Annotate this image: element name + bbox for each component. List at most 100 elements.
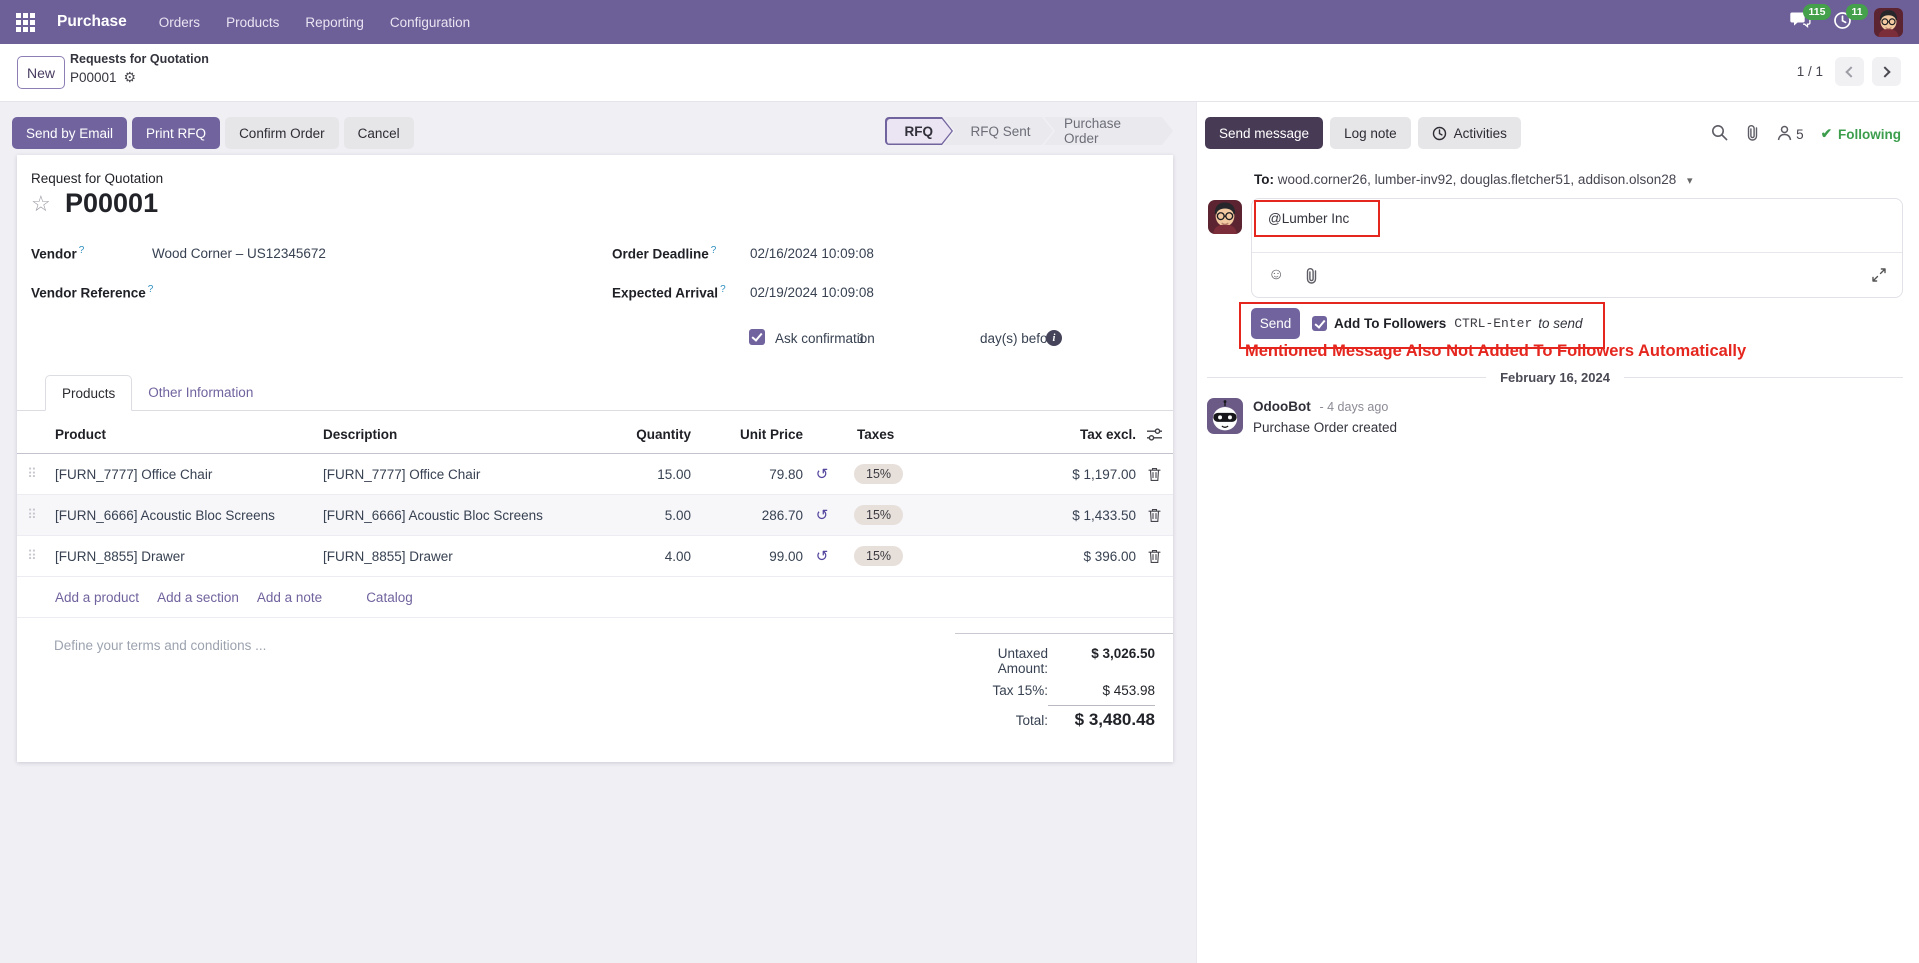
send-by-email-button[interactable]: Send by Email [12,117,128,149]
breadcrumb-parent[interactable]: Requests for Quotation [70,52,209,66]
ask-confirmation-label: Ask confirmation [775,331,875,346]
status-step-purchase-order[interactable]: Purchase Order [1044,117,1173,145]
pager-next-button[interactable] [1872,57,1901,86]
emoji-icon[interactable]: ☺ [1268,266,1285,283]
add-note-link[interactable]: Add a note [256,589,323,605]
message-author[interactable]: OdooBot [1253,399,1311,414]
order-deadline-field[interactable]: 02/16/2024 10:09:08 [750,246,874,261]
vendor-reference-field[interactable] [152,285,452,301]
log-note-button[interactable]: Log note [1330,117,1411,149]
annotation-box-send-row [1239,302,1605,349]
delete-row-icon[interactable] [1136,508,1173,523]
search-messages-button[interactable] [1711,124,1728,144]
reset-price-icon[interactable]: ↺ [815,548,829,565]
cell-product[interactable]: [FURN_8855] Drawer [55,548,185,564]
drag-handle-icon[interactable]: ⠿ [27,548,37,563]
add-to-followers-checkbox[interactable] [1312,316,1327,331]
cell-quantity[interactable]: 5.00 [664,507,691,523]
print-rfq-button[interactable]: Print RFQ [132,117,221,149]
menu-products[interactable]: Products [226,14,280,30]
tax-badge[interactable]: 15% [854,505,904,525]
untaxed-amount-value: $ 3,026.50 [1091,646,1155,661]
col-unit-price[interactable]: Unit Price [739,426,803,442]
following-label: Following [1838,126,1901,142]
menu-orders[interactable]: Orders [158,14,201,30]
cell-unit-price[interactable]: 79.80 [769,466,803,482]
confirm-order-button[interactable]: Confirm Order [225,117,339,149]
app-name[interactable]: Purchase [57,13,127,30]
table-row[interactable]: ⠿ [FURN_7777] Office Chair [FURN_7777] O… [17,454,1173,495]
cell-description[interactable]: [FURN_7777] Office Chair [323,466,481,482]
new-button[interactable]: New [17,56,65,89]
table-row[interactable]: ⠿ [FURN_8855] Drawer [FURN_8855] Drawer … [17,536,1173,577]
catalog-link[interactable]: Catalog [366,589,413,605]
terms-placeholder[interactable]: Define your terms and conditions ... [54,638,267,653]
expected-arrival-field[interactable]: 02/19/2024 10:09:08 [750,285,874,300]
col-subtotal[interactable]: Tax excl. [1079,426,1136,442]
divider [1207,377,1487,378]
cell-description[interactable]: [FURN_8855] Drawer [323,548,453,564]
recipients-list[interactable]: wood.corner26, lumber-inv92, douglas.fle… [1277,172,1677,187]
col-quantity[interactable]: Quantity [636,426,691,442]
cell-product[interactable]: [FURN_6666] Acoustic Bloc Screens [55,507,275,523]
activities-button[interactable]: 11 [1833,4,1869,33]
divider [1623,377,1904,378]
col-description[interactable]: Description [323,426,398,442]
activities-schedule-button[interactable]: Activities [1417,117,1521,149]
following-button[interactable]: ✔ Following [1821,126,1901,142]
send-message-button[interactable]: Send message [1205,117,1324,149]
delete-row-icon[interactable] [1136,549,1173,564]
send-button[interactable]: Send [1251,308,1300,339]
tax-badge[interactable]: 15% [854,464,904,484]
gear-icon[interactable]: ⚙ [123,69,137,85]
messages-button[interactable]: 115 [1790,4,1831,33]
favorite-star-icon[interactable]: ☆ [31,191,51,216]
menu-reporting[interactable]: Reporting [305,14,364,30]
doc-type-label: Request for Quotation [31,171,164,186]
activities-count-badge: 11 [1846,4,1869,20]
cell-product[interactable]: [FURN_7777] Office Chair [55,466,213,482]
chevron-down-icon[interactable]: ▾ [1687,175,1693,187]
info-icon: i [1046,330,1062,346]
status-step-rfq[interactable]: RFQ [885,117,953,145]
table-footer-links: Add a product Add a section Add a note C… [17,577,1173,618]
pager-previous-button[interactable] [1835,57,1864,86]
add-product-link[interactable]: Add a product [55,589,140,605]
menu-configuration[interactable]: Configuration [389,14,471,30]
tax-badge[interactable]: 15% [854,546,904,566]
reset-price-icon[interactable]: ↺ [815,466,829,483]
optional-columns-icon[interactable] [1136,427,1173,442]
delete-row-icon[interactable] [1136,467,1173,482]
user-avatar[interactable] [1874,7,1903,37]
date-separator-label: February 16, 2024 [1500,370,1610,385]
expand-icon[interactable] [1872,268,1886,282]
message-composer[interactable]: @Lumber Inc ☺ [1251,198,1903,298]
reset-price-icon[interactable]: ↺ [815,507,829,524]
cell-unit-price[interactable]: 99.00 [769,548,803,564]
table-row[interactable]: ⠿ [FURN_6666] Acoustic Bloc Screens [FUR… [17,495,1173,536]
apps-grid-icon[interactable] [16,12,35,32]
drag-handle-icon[interactable]: ⠿ [27,466,37,481]
col-product[interactable]: Product [55,426,107,442]
tab-products[interactable]: Products [45,375,133,411]
cell-quantity[interactable]: 4.00 [664,548,691,564]
tax-label: Tax 15%: [992,683,1048,698]
ask-confirmation-checkbox[interactable] [749,329,765,345]
cell-unit-price[interactable]: 286.70 [761,507,803,523]
attach-file-icon[interactable] [1304,267,1319,284]
cell-description[interactable]: [FURN_6666] Acoustic Bloc Screens [323,507,543,523]
add-section-link[interactable]: Add a section [157,589,239,605]
cell-quantity[interactable]: 15.00 [657,466,691,482]
vendor-field[interactable]: Wood Corner – US12345672 [152,246,326,261]
cancel-button[interactable]: Cancel [343,117,414,149]
attachments-button[interactable] [1745,124,1760,144]
pager-count: 1 / 1 [1796,64,1823,79]
ask-confirmation-days-field[interactable]: 1 [858,331,866,346]
followers-button[interactable]: 5 [1777,125,1804,144]
drag-handle-icon[interactable]: ⠿ [27,507,37,522]
composer-input[interactable]: @Lumber Inc [1268,211,1350,226]
cell-subtotal: $ 1,197.00 [1072,466,1136,482]
col-taxes[interactable]: Taxes [857,426,895,442]
tab-other-information[interactable]: Other Information [148,384,254,400]
status-step-rfq-sent[interactable]: RFQ Sent [944,117,1053,145]
